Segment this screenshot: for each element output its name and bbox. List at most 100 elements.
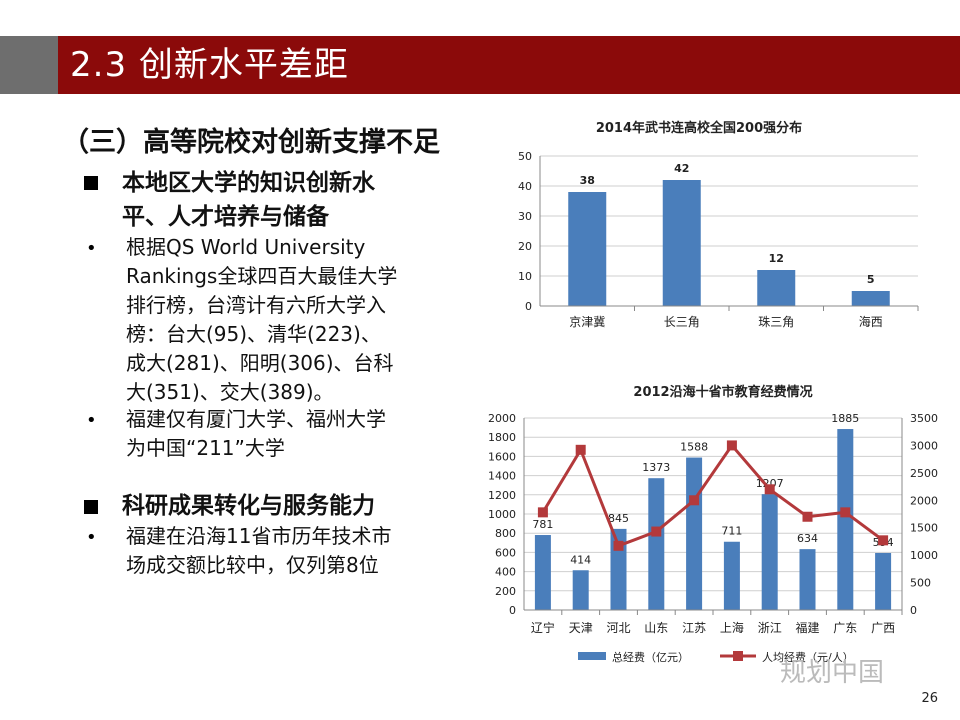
chart-title: 2014年武书连高校全国200强分布	[596, 120, 802, 136]
data-label: 634	[797, 532, 818, 545]
x-tick-label: 江苏	[682, 621, 706, 635]
x-tick-label: 海西	[859, 314, 883, 329]
tech-market-line1: 福建在沿海11省市历年技术市	[126, 524, 392, 548]
qs-ranking-line3: 排行榜，台湾计有六所大学入	[126, 293, 386, 317]
qs-ranking-line4: 榜：台大(95)、清华(223)、	[126, 322, 381, 346]
bullet-knowledge-line2: 平、人才培养与储备	[122, 204, 329, 230]
x-tick-label: 辽宁	[531, 620, 555, 635]
line-marker	[651, 526, 662, 537]
y-tick-label: 20	[518, 240, 532, 253]
university-distribution-chart: 2014年武书连高校全国200强分布 0 10 20 30 40 50 38 京津冀 42 长三角 1…	[518, 120, 919, 329]
y-tick-label: 0	[525, 300, 532, 313]
bullet-dot: •	[86, 527, 97, 548]
line-marker	[878, 535, 889, 546]
y-right-tick-label: 2000	[910, 494, 938, 507]
series-line	[541, 442, 884, 548]
bar	[837, 429, 854, 610]
bar	[572, 570, 589, 610]
x-tick-label: 天津	[569, 621, 593, 635]
line-marker	[537, 507, 548, 518]
y-right-tick-label: 0	[910, 604, 917, 617]
data-label: 42	[674, 162, 689, 175]
line-marker	[613, 540, 624, 551]
fujian-211-line1: 福建仅有厦门大学、福州大学	[126, 407, 386, 431]
line-marker	[802, 511, 813, 522]
bar	[534, 535, 551, 610]
x-tick-label: 京津冀	[569, 315, 605, 329]
y-left-tick-label: 600	[495, 546, 516, 559]
y-left-tick-label: 1000	[488, 508, 516, 521]
qs-ranking-line6: 大(351)、交大(389)。	[126, 380, 334, 404]
bullet-square	[84, 176, 98, 190]
y-left-tick-label: 0	[509, 604, 516, 617]
line-marker	[840, 507, 851, 518]
x-tick-label: 山东	[644, 621, 668, 635]
line-marker	[764, 484, 775, 495]
x-tick-label: 浙江	[758, 621, 782, 635]
y-right-tick-label: 3500	[910, 412, 938, 425]
y-left-tick-label: 1400	[488, 470, 516, 483]
bar	[686, 457, 703, 610]
bar	[723, 541, 740, 610]
title-accent-block	[0, 36, 58, 94]
y-left-tick-label: 2000	[488, 412, 516, 425]
data-label: 711	[721, 525, 742, 538]
y-tick-label: 30	[518, 210, 532, 223]
top-margin	[0, 0, 960, 36]
x-tick-label: 上海	[720, 620, 744, 635]
y-right-tick-label: 1000	[910, 549, 938, 562]
data-label: 1373	[642, 461, 670, 474]
y-left-tick-label: 200	[495, 585, 516, 598]
bar	[761, 494, 778, 610]
data-label: 1588	[680, 441, 708, 454]
qs-ranking-line1: 根据QS World University	[126, 235, 366, 259]
bullet-square	[84, 500, 98, 514]
bar	[851, 291, 890, 306]
bullet-dot: •	[86, 238, 97, 259]
y-right-tick-label: 3000	[910, 439, 938, 452]
x-tick-label: 长三角	[664, 315, 700, 329]
qs-ranking-line5: 成大(281)、阳明(306)、台科	[126, 351, 394, 375]
data-label: 781	[532, 518, 553, 531]
bar	[662, 180, 701, 306]
y-right-tick-label: 1500	[910, 522, 938, 535]
bullet-knowledge-line1: 本地区大学的知识创新水	[122, 170, 375, 196]
y-tick-label: 40	[518, 180, 532, 193]
x-tick-label: 河北	[606, 621, 630, 635]
y-left-tick-label: 1200	[488, 489, 516, 502]
legend-label-total: 总经费（亿元）	[612, 650, 689, 664]
x-tick-label: 珠三角	[758, 315, 794, 329]
fujian-211-line2: 为中国“211”大学	[126, 436, 285, 460]
y-left-tick-label: 1600	[488, 450, 516, 463]
title-bar	[58, 36, 960, 94]
y-tick-label: 10	[518, 270, 532, 283]
y-tick-label: 50	[518, 150, 532, 163]
bar	[799, 549, 816, 610]
y-right-tick-label: 2500	[910, 467, 938, 480]
bar	[757, 270, 796, 306]
bullet-research: 科研成果转化与服务能力	[122, 493, 375, 519]
chart-title: 2012沿海十省市教育经费情况	[633, 384, 812, 400]
qs-ranking-line2: Rankings全球四百大最佳大学	[126, 264, 398, 288]
y-left-tick-label: 1800	[488, 431, 516, 444]
slide-title: 2.3 创新水平差距	[70, 45, 349, 85]
data-label: 414	[570, 553, 591, 566]
x-tick-label: 广东	[833, 621, 857, 635]
data-label: 845	[608, 512, 629, 525]
data-label: 1885	[831, 412, 859, 425]
line-marker	[726, 440, 737, 451]
bullet-dot: •	[86, 410, 97, 431]
data-label: 38	[580, 174, 595, 187]
data-label: 5	[867, 273, 875, 286]
line-marker	[575, 444, 586, 455]
line-marker	[689, 495, 700, 506]
bar	[875, 552, 892, 610]
legend-label-per-capita: 人均经费（元/人）	[762, 651, 854, 664]
bar	[568, 192, 607, 306]
x-tick-label: 福建	[795, 620, 819, 635]
legend-swatch-bar	[578, 652, 606, 660]
section-heading: （三）高等院校对创新支撑不足	[62, 127, 440, 158]
watermark: 规划中国	[780, 658, 885, 688]
education-funding-chart: 2012沿海十省市教育经费情况 0 200 400 600 800 1000 1200 1400…	[488, 384, 938, 664]
legend-swatch-marker	[733, 651, 743, 661]
